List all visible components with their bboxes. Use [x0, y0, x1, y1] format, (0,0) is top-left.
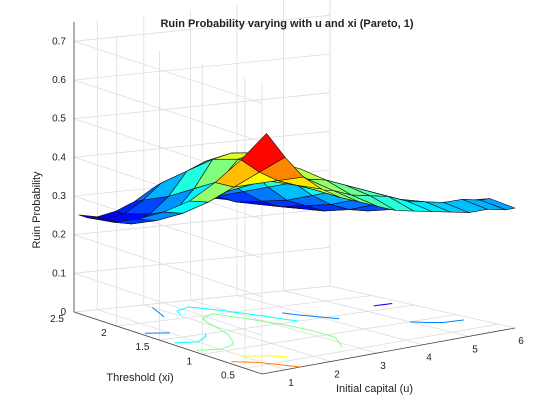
contour-segment: [220, 343, 234, 350]
y-tick-label: 0.5: [221, 370, 235, 381]
contour-segment: [254, 361, 264, 364]
y-axis-label: Threshold (xi): [106, 372, 173, 384]
contour-segment: [212, 313, 243, 319]
x-gridline: [329, 0, 516, 329]
z-axis-label: Ruin Probability: [31, 171, 43, 249]
contour-segment: [202, 313, 213, 320]
y-tick-label: 2: [101, 328, 107, 339]
x-tick-label: 2: [334, 369, 340, 380]
contour-segment: [152, 307, 161, 315]
contour-segment: [269, 355, 288, 358]
x-tick-label: 4: [426, 353, 432, 364]
contour-segment: [443, 319, 464, 323]
contour-segment: [202, 318, 208, 323]
contour-segment: [220, 309, 231, 313]
contour-segment: [204, 333, 207, 337]
contour-segment: [282, 312, 296, 316]
z-tick-label: 0.3: [52, 191, 66, 202]
contour-segment: [207, 321, 224, 332]
contour-segment: [242, 317, 267, 323]
contour-segment: [223, 330, 229, 335]
surface: [78, 133, 516, 225]
contour-segment: [334, 336, 340, 343]
contour-segment: [197, 348, 222, 351]
contour-segment: [285, 318, 299, 322]
contour-segment: [324, 316, 340, 320]
x-tick-label: 3: [380, 361, 386, 372]
y-tick-label: 1.5: [136, 342, 150, 353]
contour-segment: [278, 323, 310, 331]
axis-line: [73, 311, 263, 375]
z-tick-label: 0.6: [52, 75, 66, 86]
contour-segment: [176, 310, 182, 316]
z-tick-label: 0.4: [52, 152, 66, 163]
z-tick-label: 0.5: [52, 114, 66, 125]
axes-grid: [73, 0, 516, 375]
contour-segment: [197, 335, 207, 343]
z-tick-label: 0.1: [52, 268, 66, 279]
y-tick-label: 1: [187, 356, 193, 367]
contour-segment: [338, 341, 343, 348]
x-tick-label: 5: [472, 344, 478, 355]
x-gridline: [283, 0, 470, 337]
contour-segment: [188, 306, 221, 311]
contour-segment: [409, 321, 428, 323]
z-tick-label: 0: [60, 307, 66, 318]
z-tick-label: 0.2: [52, 230, 66, 241]
chart-title: Ruin Probability varying with u and xi (…: [160, 18, 413, 30]
contour-segment: [260, 315, 286, 320]
contour-segment: [373, 302, 393, 307]
y-tick-label: 2.5: [50, 314, 64, 325]
contour-segment: [231, 361, 255, 363]
contour-segment: [176, 306, 189, 312]
z-tick-label: 0.7: [52, 36, 66, 47]
x-axis-label: Initial capital (u): [336, 383, 413, 395]
contour-segment: [295, 314, 325, 318]
floor-contours: [144, 302, 464, 368]
contour-segment: [174, 341, 198, 344]
contour-segment: [159, 313, 165, 318]
axes-labels: Ruin Probability varying with u and xi (…: [31, 18, 524, 395]
axis-line: [261, 327, 516, 375]
x-tick-label: 1: [288, 378, 294, 389]
surface-patch: [240, 133, 286, 173]
contour-segment: [266, 321, 279, 325]
x-tick-label: 6: [518, 336, 524, 347]
contour-segment: [230, 311, 261, 317]
contour-segment: [309, 329, 336, 338]
contour-segment: [227, 334, 234, 342]
contour-segment: [263, 362, 301, 368]
